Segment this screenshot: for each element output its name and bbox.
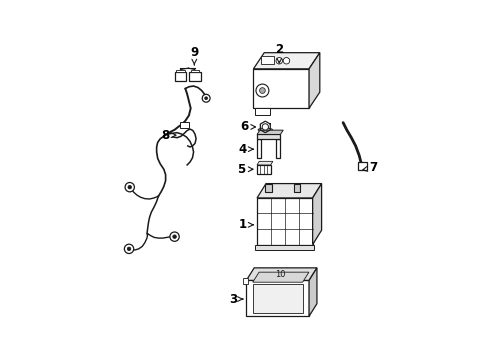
Bar — [253, 69, 308, 108]
Bar — [261, 56, 273, 64]
Circle shape — [172, 235, 176, 238]
Bar — [255, 244, 314, 250]
Circle shape — [127, 247, 131, 251]
Polygon shape — [308, 268, 316, 316]
Circle shape — [259, 87, 265, 93]
Polygon shape — [253, 53, 319, 69]
Text: 9: 9 — [190, 46, 198, 65]
Bar — [246, 280, 308, 316]
Bar — [257, 134, 280, 139]
Text: 4: 4 — [238, 143, 253, 156]
Circle shape — [204, 97, 207, 100]
Circle shape — [276, 58, 282, 64]
Polygon shape — [312, 184, 321, 244]
Circle shape — [283, 58, 289, 64]
Polygon shape — [246, 268, 316, 280]
Polygon shape — [257, 130, 283, 134]
Polygon shape — [257, 161, 272, 165]
Bar — [242, 278, 247, 284]
Polygon shape — [252, 272, 308, 282]
Bar — [257, 198, 312, 244]
Bar — [176, 69, 184, 72]
Bar — [257, 165, 270, 174]
Text: 5: 5 — [237, 163, 252, 176]
Bar — [252, 284, 302, 313]
Circle shape — [255, 84, 268, 97]
Circle shape — [202, 94, 210, 102]
FancyBboxPatch shape — [174, 72, 186, 81]
Bar — [190, 69, 199, 72]
Text: 1: 1 — [238, 218, 253, 231]
Circle shape — [262, 124, 268, 130]
Polygon shape — [308, 53, 319, 108]
Circle shape — [128, 185, 131, 189]
FancyBboxPatch shape — [188, 72, 201, 81]
Bar — [255, 108, 269, 115]
Bar — [276, 139, 280, 158]
Bar — [180, 122, 188, 128]
Polygon shape — [257, 184, 321, 198]
Circle shape — [169, 232, 179, 241]
Circle shape — [124, 244, 133, 253]
Text: 6: 6 — [240, 121, 255, 134]
Bar — [357, 162, 366, 170]
Text: 8: 8 — [161, 129, 176, 142]
Text: 2: 2 — [275, 42, 283, 63]
Text: 3: 3 — [228, 293, 243, 306]
Bar — [257, 139, 261, 158]
Text: 10: 10 — [274, 270, 285, 279]
Bar — [264, 184, 271, 192]
Text: 7: 7 — [362, 161, 377, 174]
Ellipse shape — [258, 128, 272, 131]
Bar — [293, 184, 300, 192]
Circle shape — [125, 183, 134, 192]
